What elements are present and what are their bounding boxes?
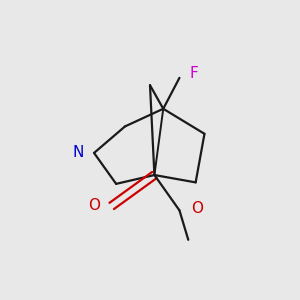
Text: O: O: [88, 198, 100, 213]
Text: F: F: [190, 66, 199, 81]
Text: N: N: [72, 146, 84, 160]
Text: O: O: [191, 201, 203, 216]
